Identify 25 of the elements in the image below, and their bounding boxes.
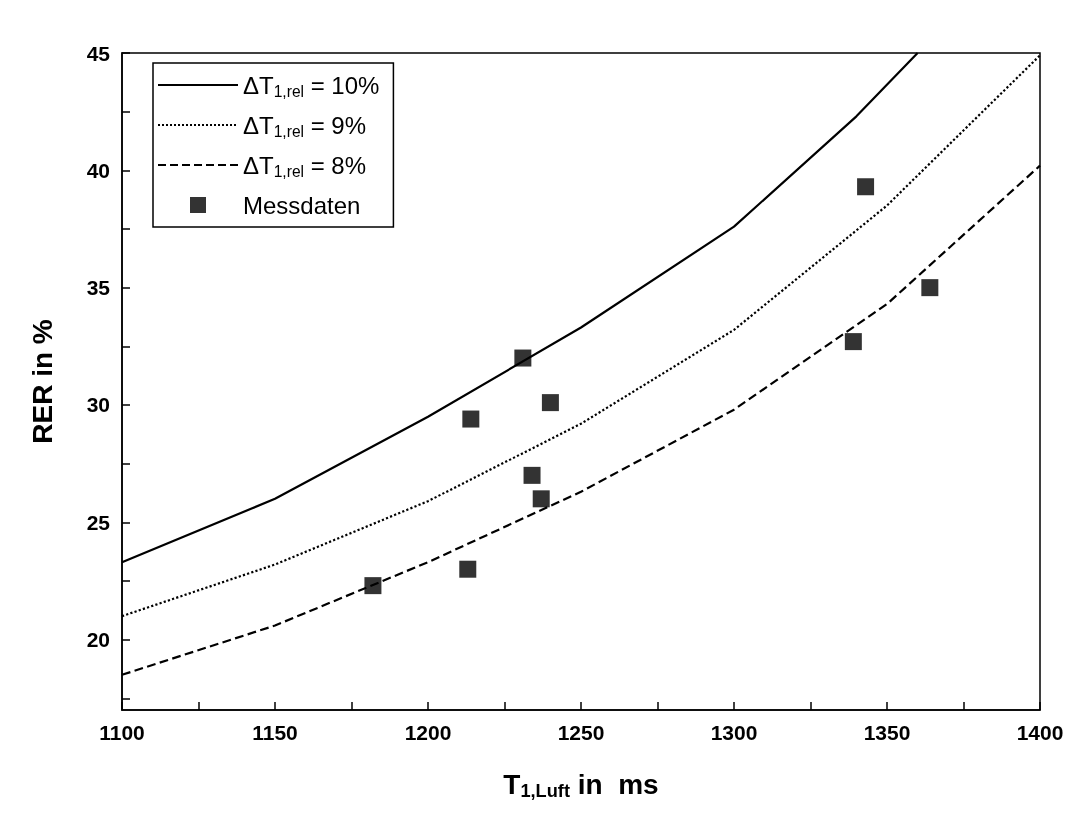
x-tick-label: 1100 [99, 721, 145, 744]
y-axis-title: RER in % [26, 319, 58, 444]
point [844, 333, 862, 351]
x-tick-label: 1400 [1016, 721, 1064, 744]
x-tick-label: 1200 [404, 721, 452, 744]
x-tick-label: 1300 [710, 721, 758, 744]
x-tick-label: 1350 [863, 721, 911, 744]
point [462, 410, 480, 428]
point [459, 560, 477, 578]
point [541, 394, 559, 412]
point [364, 577, 382, 595]
y-tick-label: 35 [86, 276, 111, 300]
x-tick-label: 1150 [252, 721, 298, 744]
y-tick-label: 25 [86, 510, 111, 534]
legend-label: Messdaten [243, 191, 361, 219]
point [523, 466, 541, 484]
point [532, 490, 550, 508]
y-tick-label: 40 [86, 158, 110, 182]
point [514, 349, 532, 367]
x-tick-label: 1250 [557, 721, 605, 744]
y-tick-label: 45 [86, 41, 111, 65]
point [857, 178, 875, 196]
point [921, 279, 939, 297]
y-tick-label: 20 [86, 628, 110, 652]
y-tick-label: 30 [86, 393, 110, 417]
